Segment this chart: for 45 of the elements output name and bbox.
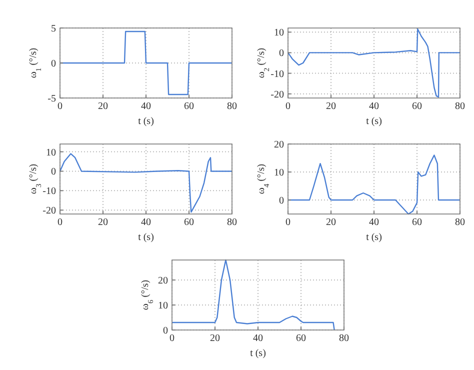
x-tick-label: 80 xyxy=(339,333,349,344)
y-tick-label: 10 xyxy=(46,147,56,158)
x-tick-label: 80 xyxy=(455,101,465,112)
line-series xyxy=(59,153,233,213)
y-tick-label: 0 xyxy=(51,166,56,178)
x-tick-label: 20 xyxy=(326,101,336,112)
line-series xyxy=(171,259,335,331)
x-tick-label: 40 xyxy=(369,101,379,112)
x-tick-label: 60 xyxy=(412,217,422,228)
x-tick-label: 60 xyxy=(412,101,422,112)
y-tick-label: -10 xyxy=(270,68,284,80)
y-tick-label: -5 xyxy=(48,94,56,104)
x-tick-label: 20 xyxy=(98,101,108,112)
line-series xyxy=(287,28,461,98)
x-tick-label: 40 xyxy=(369,217,379,228)
y-tick-label: 20 xyxy=(274,140,284,150)
y-tick-label: -20 xyxy=(270,89,284,100)
x-axis-title: t (s) xyxy=(250,348,266,359)
x-tick-label: 60 xyxy=(296,333,306,344)
x-axis-title: t (s) xyxy=(366,232,382,243)
x-tick-label: 40 xyxy=(141,217,151,228)
y-tick-label: 5 xyxy=(51,24,56,34)
x-tick-label: 20 xyxy=(326,217,336,228)
y-tick-label: 0 xyxy=(163,326,168,336)
x-tick-label: 80 xyxy=(455,217,465,228)
y-tick-label: 10 xyxy=(158,300,168,312)
x-tick-label: 20 xyxy=(98,217,108,228)
y-tick-label: -10 xyxy=(42,186,56,198)
x-axis-title: t (s) xyxy=(138,116,154,127)
x-tick-label: 60 xyxy=(184,217,194,228)
y-tick-label: 10 xyxy=(274,168,284,178)
x-tick-label: 80 xyxy=(227,217,237,228)
x-tick-label: 40 xyxy=(253,333,263,344)
y-tick-label: 0 xyxy=(51,58,56,70)
y-tick-label: 0 xyxy=(279,48,284,60)
y-tick-label: 20 xyxy=(158,276,168,286)
y-tick-label: 10 xyxy=(274,28,284,39)
x-tick-label: 40 xyxy=(141,101,151,112)
x-tick-label: 60 xyxy=(184,101,194,112)
x-tick-label: 20 xyxy=(210,333,220,344)
x-tick-label: 80 xyxy=(227,101,237,112)
y-tick-label: -20 xyxy=(42,206,56,217)
x-axis-title: t (s) xyxy=(138,232,154,243)
y-tick-label: 0 xyxy=(279,196,284,206)
x-axis-title: t (s) xyxy=(366,116,382,127)
